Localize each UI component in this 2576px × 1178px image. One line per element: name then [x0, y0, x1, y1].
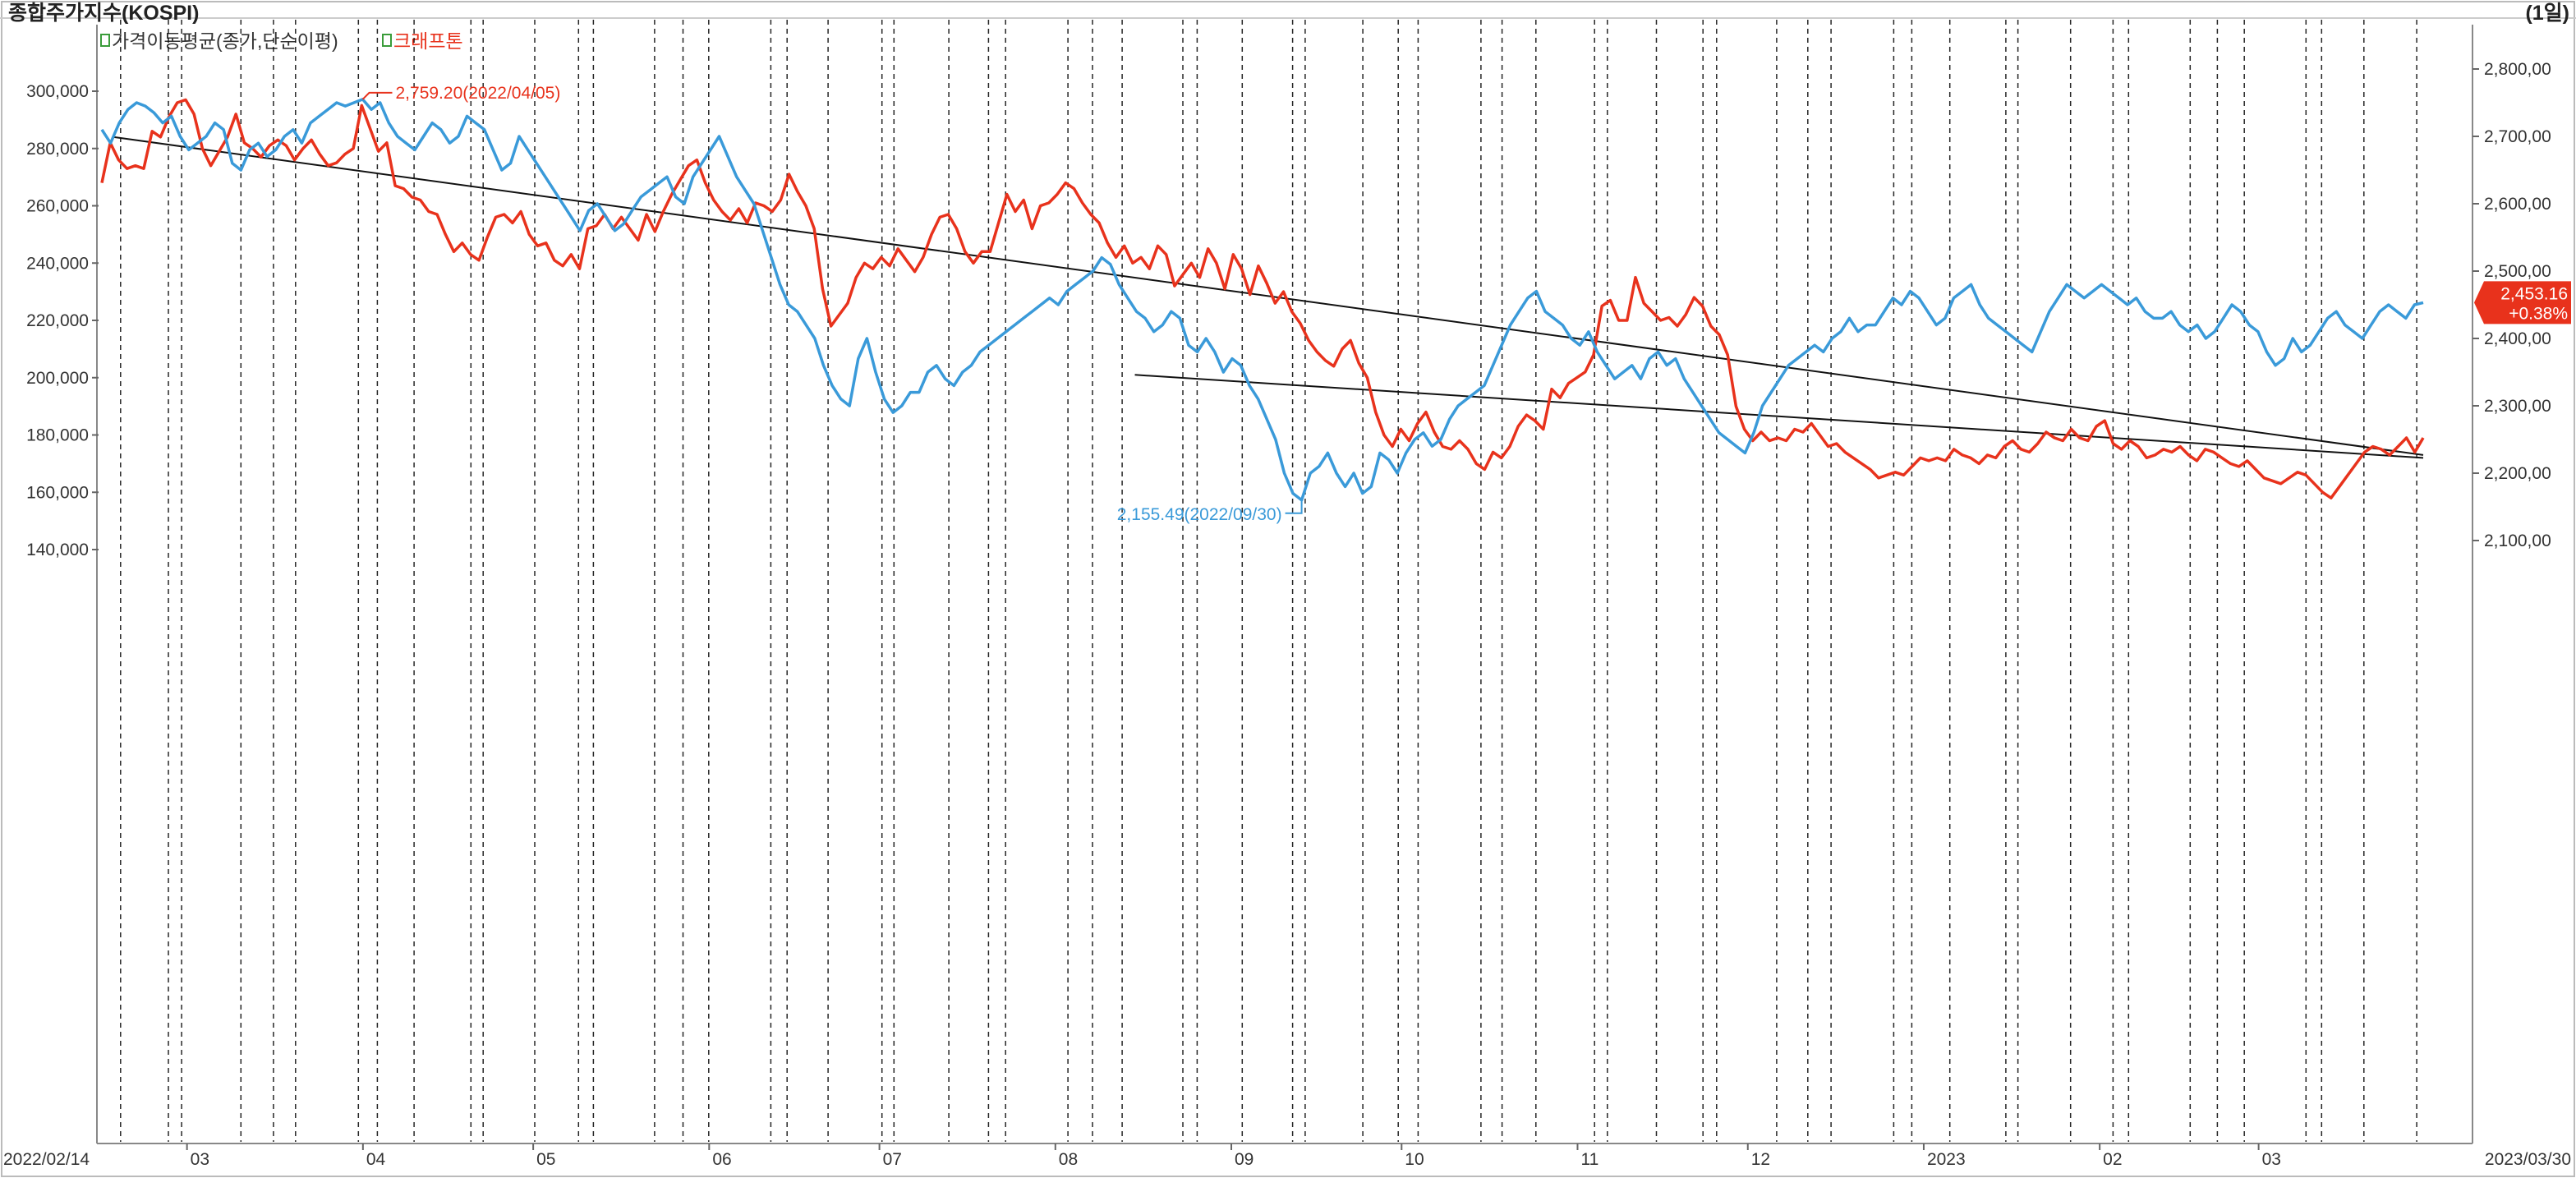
right-tick-label-4: 2,400,00 [2484, 329, 2551, 348]
x-tick-label-6: 09 [1235, 1150, 1254, 1169]
series-line-stock [100, 98, 2425, 499]
x-tick-label-7: 10 [1405, 1150, 1424, 1169]
legend-swatch-stock[interactable] [382, 34, 392, 47]
x-tick-label-11: 02 [2103, 1150, 2122, 1169]
left-tick-label-4: 220,000 [26, 311, 89, 330]
left-tick-label-3: 240,000 [26, 254, 89, 273]
x-start-label: 2022/02/14 [3, 1150, 90, 1169]
legend-label-ma[interactable]: 가격이동평균(종가,단순이평) [112, 30, 338, 52]
trendlines [113, 136, 2424, 459]
left-tick-label-5: 200,000 [26, 369, 89, 388]
x-tick-label-12: 03 [2262, 1150, 2281, 1169]
left-tick-label-6: 180,000 [26, 426, 89, 445]
x-tick-label-9: 12 [1751, 1150, 1770, 1169]
right-tick-label-7: 2,100,00 [2484, 531, 2551, 550]
left-tick-label-1: 280,000 [26, 140, 89, 159]
series-line-kospi [100, 98, 2424, 502]
left-tick-label-7: 160,000 [26, 483, 89, 502]
trendline-1 [1134, 374, 2424, 459]
x-tick-label-0: 03 [191, 1150, 209, 1169]
x-tick-label-3: 06 [712, 1150, 731, 1169]
low-label: 2,155.49(2022/09/30) [1117, 505, 1282, 524]
series-lines [100, 98, 2425, 502]
left-tick-label-0: 300,000 [26, 82, 89, 101]
right-tick-label-0: 2,800,00 [2484, 60, 2551, 79]
right-tick-label-6: 2,200,00 [2484, 464, 2551, 483]
legend-label-stock[interactable]: 크래프톤 [393, 30, 463, 52]
right-tick-label-2: 2,600,00 [2484, 195, 2551, 214]
low-pointer [1285, 499, 1303, 514]
legend-swatch-ma[interactable] [100, 34, 110, 47]
chart-title: 종합주가지수(KOSPI) [8, 2, 199, 25]
period-label: (1일) [2525, 2, 2569, 25]
high-label: 2,759.20(2022/04/05) [396, 84, 561, 103]
right-tick-label-5: 2,300,00 [2484, 397, 2551, 416]
high-annotation: 2,759.20(2022/04/05) [361, 84, 561, 103]
left-tick-label-8: 140,000 [26, 541, 89, 559]
high-pointer [361, 91, 393, 100]
right-tick-label-1: 2,700,00 [2484, 127, 2551, 146]
x-tick-label-10: 2023 [1927, 1150, 1966, 1169]
right-tick-label-3: 2,500,00 [2484, 262, 2551, 281]
x-tick-label-8: 11 [1580, 1150, 1598, 1169]
x-axis-ticks: 03 04 05 06 07 08 09 10 11 12 2023 02 03 2022/02/14 20… [3, 1143, 2571, 1169]
low-annotation: 2,155.49(2022/09/30) [1117, 499, 1303, 524]
legend[interactable]: 가격이동평균(종가,단순이평) 크래프톤 [100, 30, 463, 52]
left-tick-label-2: 260,000 [26, 197, 89, 216]
x-tick-label-2: 05 [536, 1150, 555, 1169]
x-tick-label-5: 08 [1059, 1150, 1078, 1169]
left-axis-ticks: 300,000 280,000 260,000 240,000 220,000 200,0… [26, 82, 99, 559]
current-value-badge: 2,453.16 +0.38% [2474, 281, 2571, 324]
right-axis-ticks: 2,800,00 2,700,00 2,600,00 2,500,00 2,400,00… [2472, 60, 2551, 550]
x-end-label: 2023/03/30 [2485, 1150, 2571, 1169]
x-tick-label-4: 07 [883, 1150, 902, 1169]
badge-value: 2,453.16 [2500, 284, 2568, 303]
badge-change: +0.38% [2509, 304, 2568, 323]
dashed-event-lines [120, 20, 2417, 1142]
x-tick-label-1: 04 [366, 1150, 386, 1169]
trendline-0 [113, 136, 2424, 456]
badge-background [2474, 281, 2571, 324]
